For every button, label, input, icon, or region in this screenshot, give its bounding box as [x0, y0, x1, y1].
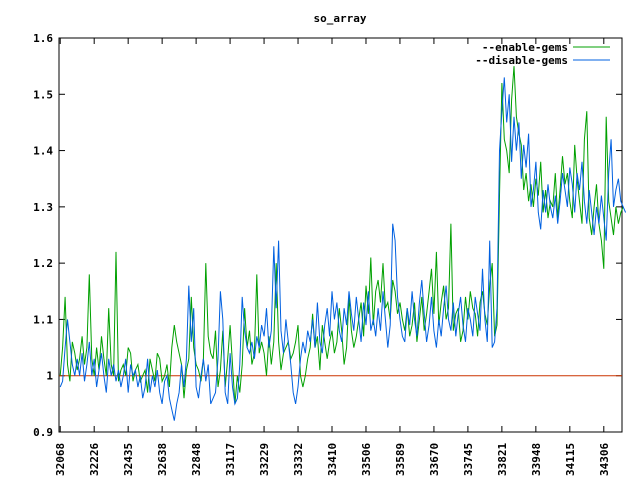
series-line-disable-gems: [59, 77, 627, 421]
x-tick-label: 33332: [292, 443, 305, 476]
x-tick-label: 33821: [496, 443, 509, 476]
x-tick-label: 33948: [530, 443, 543, 476]
y-tick-label: 1.1: [33, 313, 53, 326]
y-tick-label: 1: [46, 370, 53, 383]
legend-item-enable: --enable-gems: [482, 41, 610, 54]
x-tick-label: 33506: [360, 443, 373, 476]
legend: --enable-gems --disable-gems: [475, 41, 610, 67]
y-tick-label: 1.2: [33, 257, 53, 270]
legend-item-disable: --disable-gems: [475, 54, 610, 67]
x-tick-label: 33117: [224, 443, 237, 476]
y-tick-label: 0.9: [33, 426, 53, 439]
y-tick-label: 1.6: [33, 32, 53, 45]
y-tick-label: 1.4: [33, 145, 53, 158]
legend-label: --enable-gems: [482, 41, 568, 54]
x-tick-label: 34115: [564, 443, 577, 476]
x-tick-label: 32638: [156, 443, 169, 476]
y-tick-label: 1.5: [33, 88, 53, 101]
chart-title: so_array: [314, 12, 367, 25]
y-tick-label: 1.3: [33, 201, 53, 214]
x-tick-label: 32848: [190, 443, 203, 476]
x-tick-label: 32435: [122, 443, 135, 476]
x-tick-label: 34306: [598, 443, 611, 476]
series-line-enable-gems: [59, 66, 624, 404]
series-layer: [59, 66, 627, 421]
x-tick-label: 33589: [394, 443, 407, 476]
legend-label: --disable-gems: [475, 54, 568, 67]
y-axis: 0.9 1 1.1 1.2 1.3 1.4 1.5 1.6: [33, 32, 622, 439]
x-tick-label: 33410: [326, 443, 339, 476]
x-axis: 32068 32226 32435 32638 32848 33117 33229 33332…: [54, 38, 611, 476]
plot-frame: [58, 37, 623, 433]
x-tick-label: 33670: [428, 443, 441, 476]
x-tick-label: 33229: [258, 443, 271, 476]
x-tick-label: 32226: [88, 443, 101, 476]
x-tick-label: 33745: [462, 443, 475, 476]
x-tick-label: 32068: [54, 443, 67, 476]
